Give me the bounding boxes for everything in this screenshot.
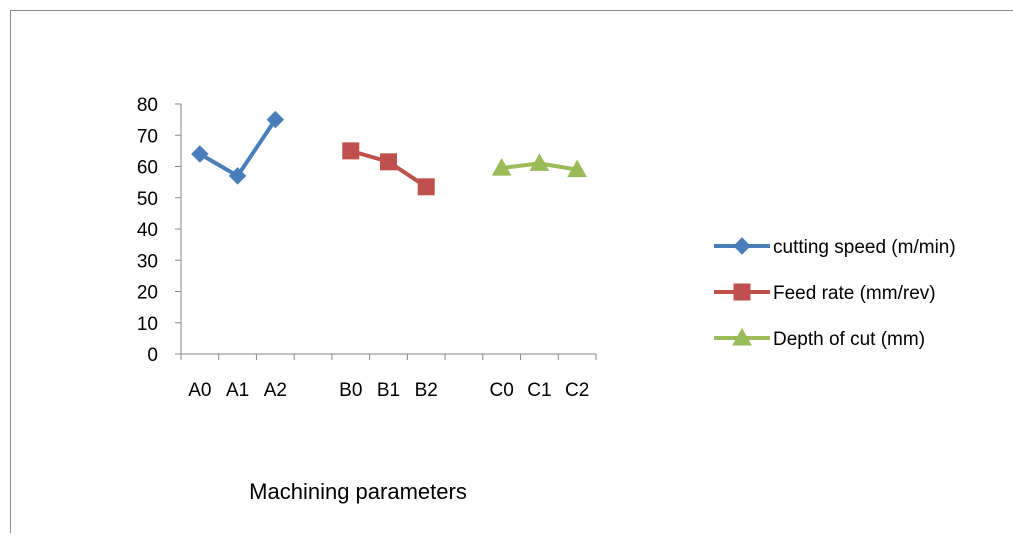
y-tick-label: 80 xyxy=(137,95,158,116)
legend-item: cutting speed (m/min) xyxy=(714,237,956,258)
legend-label: Depth of cut (mm) xyxy=(773,329,925,350)
x-axis-title: Machining parameters xyxy=(249,479,467,504)
legend-marker xyxy=(734,284,750,300)
legend-marker xyxy=(734,238,750,254)
y-tick-label: 70 xyxy=(137,126,158,147)
data-point xyxy=(381,154,397,170)
x-axis-ticks: A0 A1 A2 B0 B1 B2 C0 C1 C2 xyxy=(181,354,596,401)
legend-item: Depth of cut (mm) xyxy=(714,329,925,350)
x-tick-label: B1 xyxy=(377,380,400,401)
chart-border xyxy=(11,11,1013,534)
x-tick-label: C0 xyxy=(490,380,514,401)
series-1 xyxy=(192,112,283,184)
y-tick-label: 30 xyxy=(137,251,158,272)
legend: cutting speed (m/min) Feed rate (mm/rev) D… xyxy=(714,237,956,350)
y-tick-label: 0 xyxy=(147,345,158,366)
x-tick-label: A0 xyxy=(188,380,211,401)
x-tick-label: B2 xyxy=(415,380,438,401)
y-tick-label: 20 xyxy=(137,283,158,304)
y-tick-label: 10 xyxy=(137,314,158,335)
y-tick-label: 60 xyxy=(137,158,158,179)
series-2 xyxy=(343,143,434,195)
series-layer xyxy=(192,112,586,195)
data-point xyxy=(418,179,434,195)
x-tick-label: A1 xyxy=(226,380,249,401)
data-point xyxy=(343,143,359,159)
legend-item: Feed rate (mm/rev) xyxy=(714,283,936,304)
legend-label: cutting speed (m/min) xyxy=(773,237,956,258)
axes xyxy=(181,104,596,354)
legend-label: Feed rate (mm/rev) xyxy=(773,283,936,304)
data-point xyxy=(192,146,208,162)
y-tick-label: 50 xyxy=(137,189,158,210)
x-tick-label: C2 xyxy=(565,380,589,401)
x-tick-label: B0 xyxy=(339,380,362,401)
x-tick-label: A2 xyxy=(264,380,287,401)
x-tick-label: C1 xyxy=(527,380,551,401)
series-3 xyxy=(493,154,586,176)
y-tick-label: 40 xyxy=(137,220,158,241)
y-axis-ticks: 0 10 20 30 40 50 60 70 80 xyxy=(137,95,181,366)
